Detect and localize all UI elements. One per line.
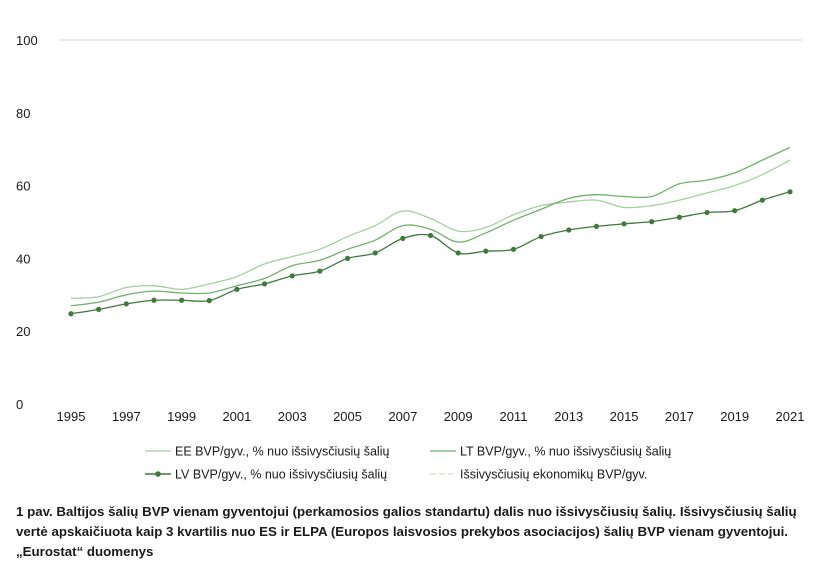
data-point (621, 221, 627, 227)
series-layer (60, 39, 802, 317)
data-point (206, 298, 212, 304)
y-tick-label: 0 (16, 397, 23, 412)
data-point (317, 268, 323, 274)
data-point (566, 227, 572, 233)
series-line-0 (70, 159, 791, 300)
series-line-2 (70, 191, 791, 315)
legend-label: LT BVP/gyv., % nuo išsivysčiusių šalių (460, 445, 671, 459)
data-point (372, 250, 378, 256)
data-point (510, 246, 517, 252)
x-tick-label: 1997 (112, 409, 141, 424)
figure-caption: 1 pav. Baltijos šalių BVP vienam gyvento… (16, 504, 797, 559)
x-tick-label: 1999 (167, 409, 196, 424)
data-point (123, 301, 129, 307)
y-axis: 0 20 40 60 80 100 (16, 33, 38, 412)
data-point (261, 281, 268, 287)
data-point (427, 232, 434, 239)
data-point (676, 214, 682, 220)
data-point (593, 223, 600, 229)
legend-marker (155, 471, 161, 477)
x-tick-label: 2007 (388, 409, 417, 424)
line-chart: 0 20 40 60 80 100 1995 1997 1999 2001 2003 2005 200… (16, 33, 805, 482)
y-tick-label: 60 (16, 179, 30, 194)
data-point (649, 219, 655, 225)
data-point (732, 208, 738, 214)
x-tick-label: 2013 (554, 409, 583, 424)
x-tick-label: 2021 (776, 409, 805, 424)
y-tick-label: 20 (16, 324, 30, 339)
data-point (96, 306, 102, 312)
data-point (344, 255, 351, 261)
data-point (483, 248, 489, 254)
data-point (704, 209, 710, 216)
x-tick-label: 2003 (278, 409, 307, 424)
legend-label: LV BVP/gyv., % nuo išsivysčiusių šalių (175, 468, 387, 482)
y-tick-label: 40 (16, 251, 30, 266)
x-tick-label: 2015 (610, 409, 639, 424)
data-point (289, 273, 295, 279)
data-point (68, 311, 74, 317)
x-tick-label: 1995 (57, 409, 86, 424)
data-point (538, 233, 544, 240)
data-point (234, 286, 240, 292)
series-line-1 (70, 146, 791, 307)
x-tick-label: 2001 (222, 409, 251, 424)
x-tick-label: 2019 (720, 409, 749, 424)
legend: EE BVP/gyv., % nuo išsivysčiusių šalių LT… (145, 445, 671, 482)
y-tick-label: 80 (16, 106, 30, 121)
y-tick-label: 100 (16, 33, 38, 48)
x-tick-label: 2017 (665, 409, 694, 424)
data-point (759, 197, 765, 203)
data-point (179, 297, 185, 303)
legend-label: EE BVP/gyv., % nuo išsivysčiusių šalių (175, 445, 389, 459)
x-axis: 1995 1997 1999 2001 2003 2005 2007 2009 2011 2013… (57, 409, 805, 424)
legend-label: Išsivysčiusių ekonomikų BVP/gyv. (460, 468, 647, 482)
x-tick-label: 2005 (333, 409, 362, 424)
data-point (400, 235, 406, 241)
data-point (151, 297, 157, 303)
x-tick-label: 2011 (499, 409, 527, 424)
x-tick-label: 2009 (444, 409, 473, 424)
data-point (787, 189, 793, 195)
data-point (455, 250, 461, 256)
